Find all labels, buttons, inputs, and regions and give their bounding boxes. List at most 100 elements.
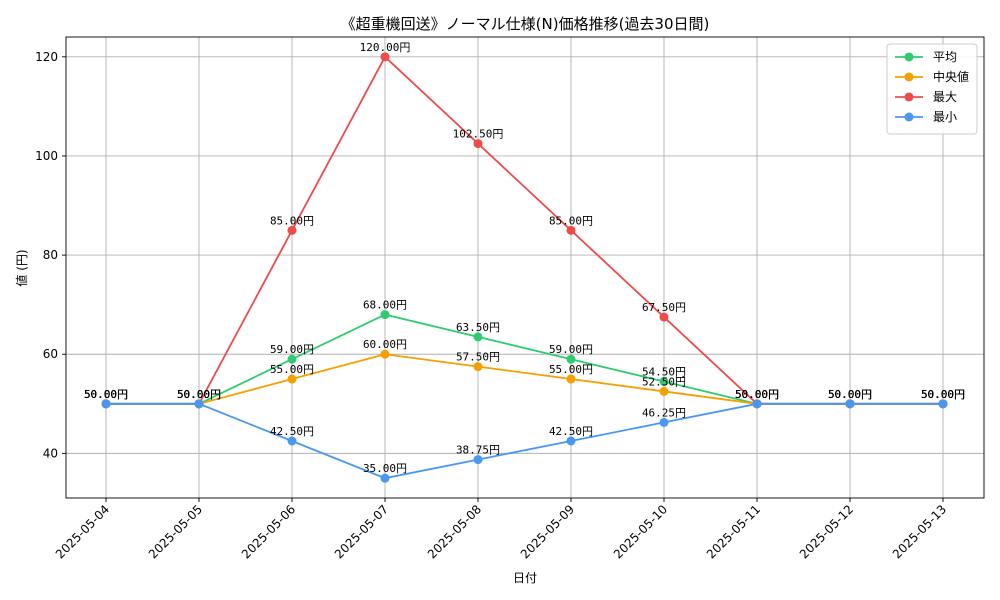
data-label: 50.00円 bbox=[735, 388, 779, 401]
x-axis-label: 日付 bbox=[513, 571, 537, 585]
data-label: 50.00円 bbox=[177, 388, 221, 401]
legend-label: 最小 bbox=[933, 110, 957, 124]
x-tick-label: 2025-05-04 bbox=[53, 502, 112, 561]
y-tick-label: 80 bbox=[43, 248, 58, 262]
data-point bbox=[566, 225, 576, 235]
data-label: 59.00円 bbox=[270, 343, 314, 356]
data-label: 50.00円 bbox=[84, 388, 128, 401]
data-label: 50.00円 bbox=[828, 388, 872, 401]
x-tick-label: 2025-05-06 bbox=[239, 502, 298, 561]
data-label: 50.00円 bbox=[828, 388, 872, 401]
data-point bbox=[287, 374, 297, 384]
legend-box bbox=[886, 43, 978, 135]
data-label: 54.50円 bbox=[642, 366, 686, 379]
data-point bbox=[659, 377, 669, 387]
data-label: 120.00円 bbox=[360, 41, 411, 54]
series-line-2 bbox=[106, 55, 943, 405]
data-point bbox=[566, 436, 576, 446]
data-label: 42.50円 bbox=[270, 425, 314, 438]
x-tick-label: 2025-05-12 bbox=[797, 502, 856, 561]
data-point bbox=[101, 399, 111, 409]
data-point bbox=[566, 354, 576, 364]
series-line-0 bbox=[106, 313, 943, 405]
data-point bbox=[194, 399, 204, 409]
data-point bbox=[287, 436, 297, 446]
x-tick-label: 2025-05-13 bbox=[890, 502, 949, 561]
data-label: 85.00円 bbox=[270, 214, 314, 227]
data-label: 50.00円 bbox=[921, 388, 965, 401]
grid bbox=[66, 37, 984, 498]
data-point bbox=[380, 310, 390, 320]
data-point bbox=[473, 455, 483, 465]
data-label: 55.00円 bbox=[549, 363, 593, 376]
data-label: 46.25円 bbox=[642, 406, 686, 419]
data-label: 50.00円 bbox=[921, 388, 965, 401]
data-point bbox=[566, 374, 576, 384]
legend-marker bbox=[904, 72, 914, 82]
data-point bbox=[287, 354, 297, 364]
data-point bbox=[473, 332, 483, 342]
data-point bbox=[938, 399, 948, 409]
data-point bbox=[287, 225, 297, 235]
data-label: 102.50円 bbox=[453, 128, 504, 141]
data-label: 38.75円 bbox=[456, 444, 500, 457]
data-label: 57.50円 bbox=[456, 351, 500, 364]
data-point bbox=[380, 52, 390, 62]
legend-marker bbox=[904, 112, 914, 122]
data-label: 50.00円 bbox=[177, 388, 221, 401]
data-point bbox=[659, 312, 669, 322]
data-label: 63.50円 bbox=[456, 321, 500, 334]
data-label: 59.00円 bbox=[549, 343, 593, 356]
data-label: 50.00円 bbox=[828, 388, 872, 401]
data-label: 85.00円 bbox=[549, 214, 593, 227]
y-tick-label: 40 bbox=[43, 446, 58, 460]
data-label: 50.00円 bbox=[177, 388, 221, 401]
data-point bbox=[473, 139, 483, 149]
data-point bbox=[659, 386, 669, 396]
data-label: 52.50円 bbox=[642, 375, 686, 388]
data-point bbox=[380, 473, 390, 483]
x-tick-label: 2025-05-09 bbox=[518, 502, 577, 561]
legend-label: 中央値 bbox=[933, 69, 969, 84]
axis-ticks: 2025-05-04 2025-05-05 2025-05-06 2025-05-07… bbox=[35, 50, 949, 562]
x-tick-label: 2025-05-10 bbox=[611, 502, 670, 561]
data-label: 50.00円 bbox=[921, 388, 965, 401]
data-label: 50.00円 bbox=[177, 388, 221, 401]
x-tick-label: 2025-05-08 bbox=[425, 502, 484, 561]
data-point bbox=[380, 349, 390, 359]
data-label: 50.00円 bbox=[84, 388, 128, 401]
chart-title: 《超重機回送》ノーマル仕様(N)価格推移(過去30日間) bbox=[341, 15, 710, 33]
legend-marker bbox=[904, 92, 914, 102]
data-label: 35.00円 bbox=[363, 462, 407, 475]
series-line-3 bbox=[106, 402, 943, 480]
y-axis-label: 値 (円) bbox=[14, 249, 29, 286]
y-tick-label: 60 bbox=[43, 347, 58, 361]
data-label: 50.00円 bbox=[735, 388, 779, 401]
y-tick-label: 100 bbox=[35, 149, 58, 163]
x-tick-label: 2025-05-11 bbox=[704, 502, 763, 561]
legend-marker bbox=[904, 52, 914, 62]
x-tick-label: 2025-05-05 bbox=[146, 502, 205, 561]
data-point bbox=[752, 399, 762, 409]
x-tick-label: 2025-05-07 bbox=[332, 502, 391, 561]
legend-label: 平均 bbox=[933, 50, 957, 64]
data-label: 50.00円 bbox=[735, 388, 779, 401]
y-tick-label: 120 bbox=[35, 50, 58, 64]
plot-frame bbox=[65, 36, 985, 499]
data-label: 50.00円 bbox=[921, 388, 965, 401]
series-line-1 bbox=[106, 353, 943, 405]
data-labels: 50.00円 50.00円 59.00円 68.00円 63.50円 59.00円 54.5… bbox=[84, 41, 965, 475]
data-label: 42.50円 bbox=[549, 425, 593, 438]
legend-label: 最大 bbox=[933, 90, 957, 104]
data-label: 55.00円 bbox=[270, 363, 314, 376]
data-point bbox=[473, 362, 483, 372]
data-label: 68.00円 bbox=[363, 299, 407, 312]
data-point bbox=[659, 417, 669, 427]
data-label: 50.00円 bbox=[828, 388, 872, 401]
data-label: 50.00円 bbox=[84, 388, 128, 401]
data-point bbox=[845, 399, 855, 409]
data-label: 50.00円 bbox=[84, 388, 128, 401]
series-lines bbox=[101, 52, 948, 483]
